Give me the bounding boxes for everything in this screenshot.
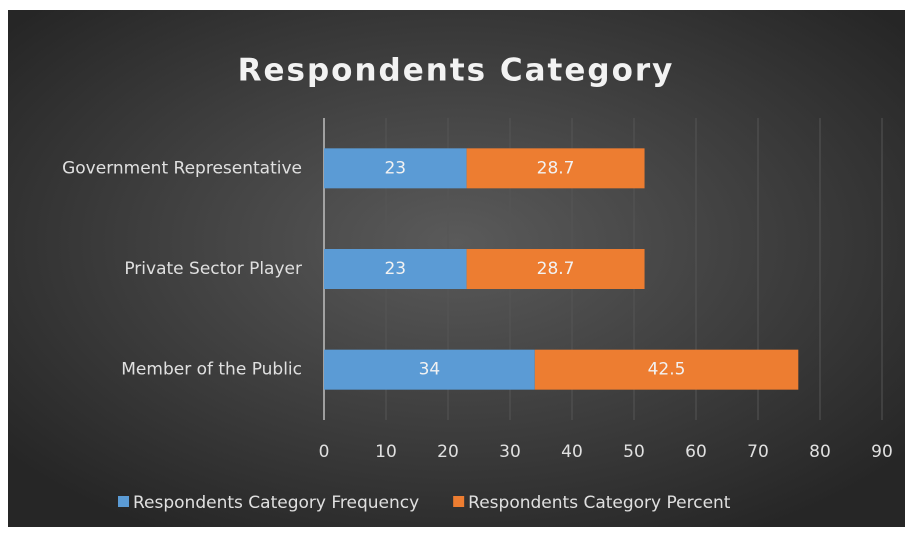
x-tick-label: 90 [871, 442, 893, 462]
legend-label: Respondents Category Frequency [133, 493, 419, 513]
bar [534, 349, 799, 390]
legend-swatch [453, 496, 465, 507]
x-tick-label: 60 [685, 442, 707, 462]
x-tick-label: 30 [499, 442, 521, 462]
y-tick-label: Government Representative [62, 158, 302, 178]
bar [324, 148, 467, 189]
x-tick-label: 70 [747, 442, 769, 462]
x-tick-label: 0 [319, 442, 330, 462]
data-label: 23 [384, 158, 406, 178]
x-tick-label: 10 [375, 442, 397, 462]
legend-label: Respondents Category Percent [468, 493, 731, 513]
y-tick-label: Member of the Public [121, 360, 302, 380]
bar [466, 249, 645, 289]
data-label: 28.7 [537, 158, 575, 178]
y-tick-label: Private Sector Player [124, 259, 302, 279]
data-label: 28.7 [537, 259, 575, 279]
x-tick-label: 50 [623, 442, 645, 462]
x-tick-label: 40 [561, 442, 583, 462]
bar [324, 349, 535, 390]
x-tick-label: 20 [437, 442, 459, 462]
data-label: 42.5 [648, 360, 686, 380]
chart-title: Respondents Category [238, 53, 675, 89]
bar [466, 148, 645, 189]
legend-swatch [118, 496, 129, 507]
data-label: 34 [419, 360, 441, 380]
bar [324, 249, 467, 289]
data-label: 23 [384, 259, 406, 279]
x-tick-label: 80 [809, 442, 831, 462]
